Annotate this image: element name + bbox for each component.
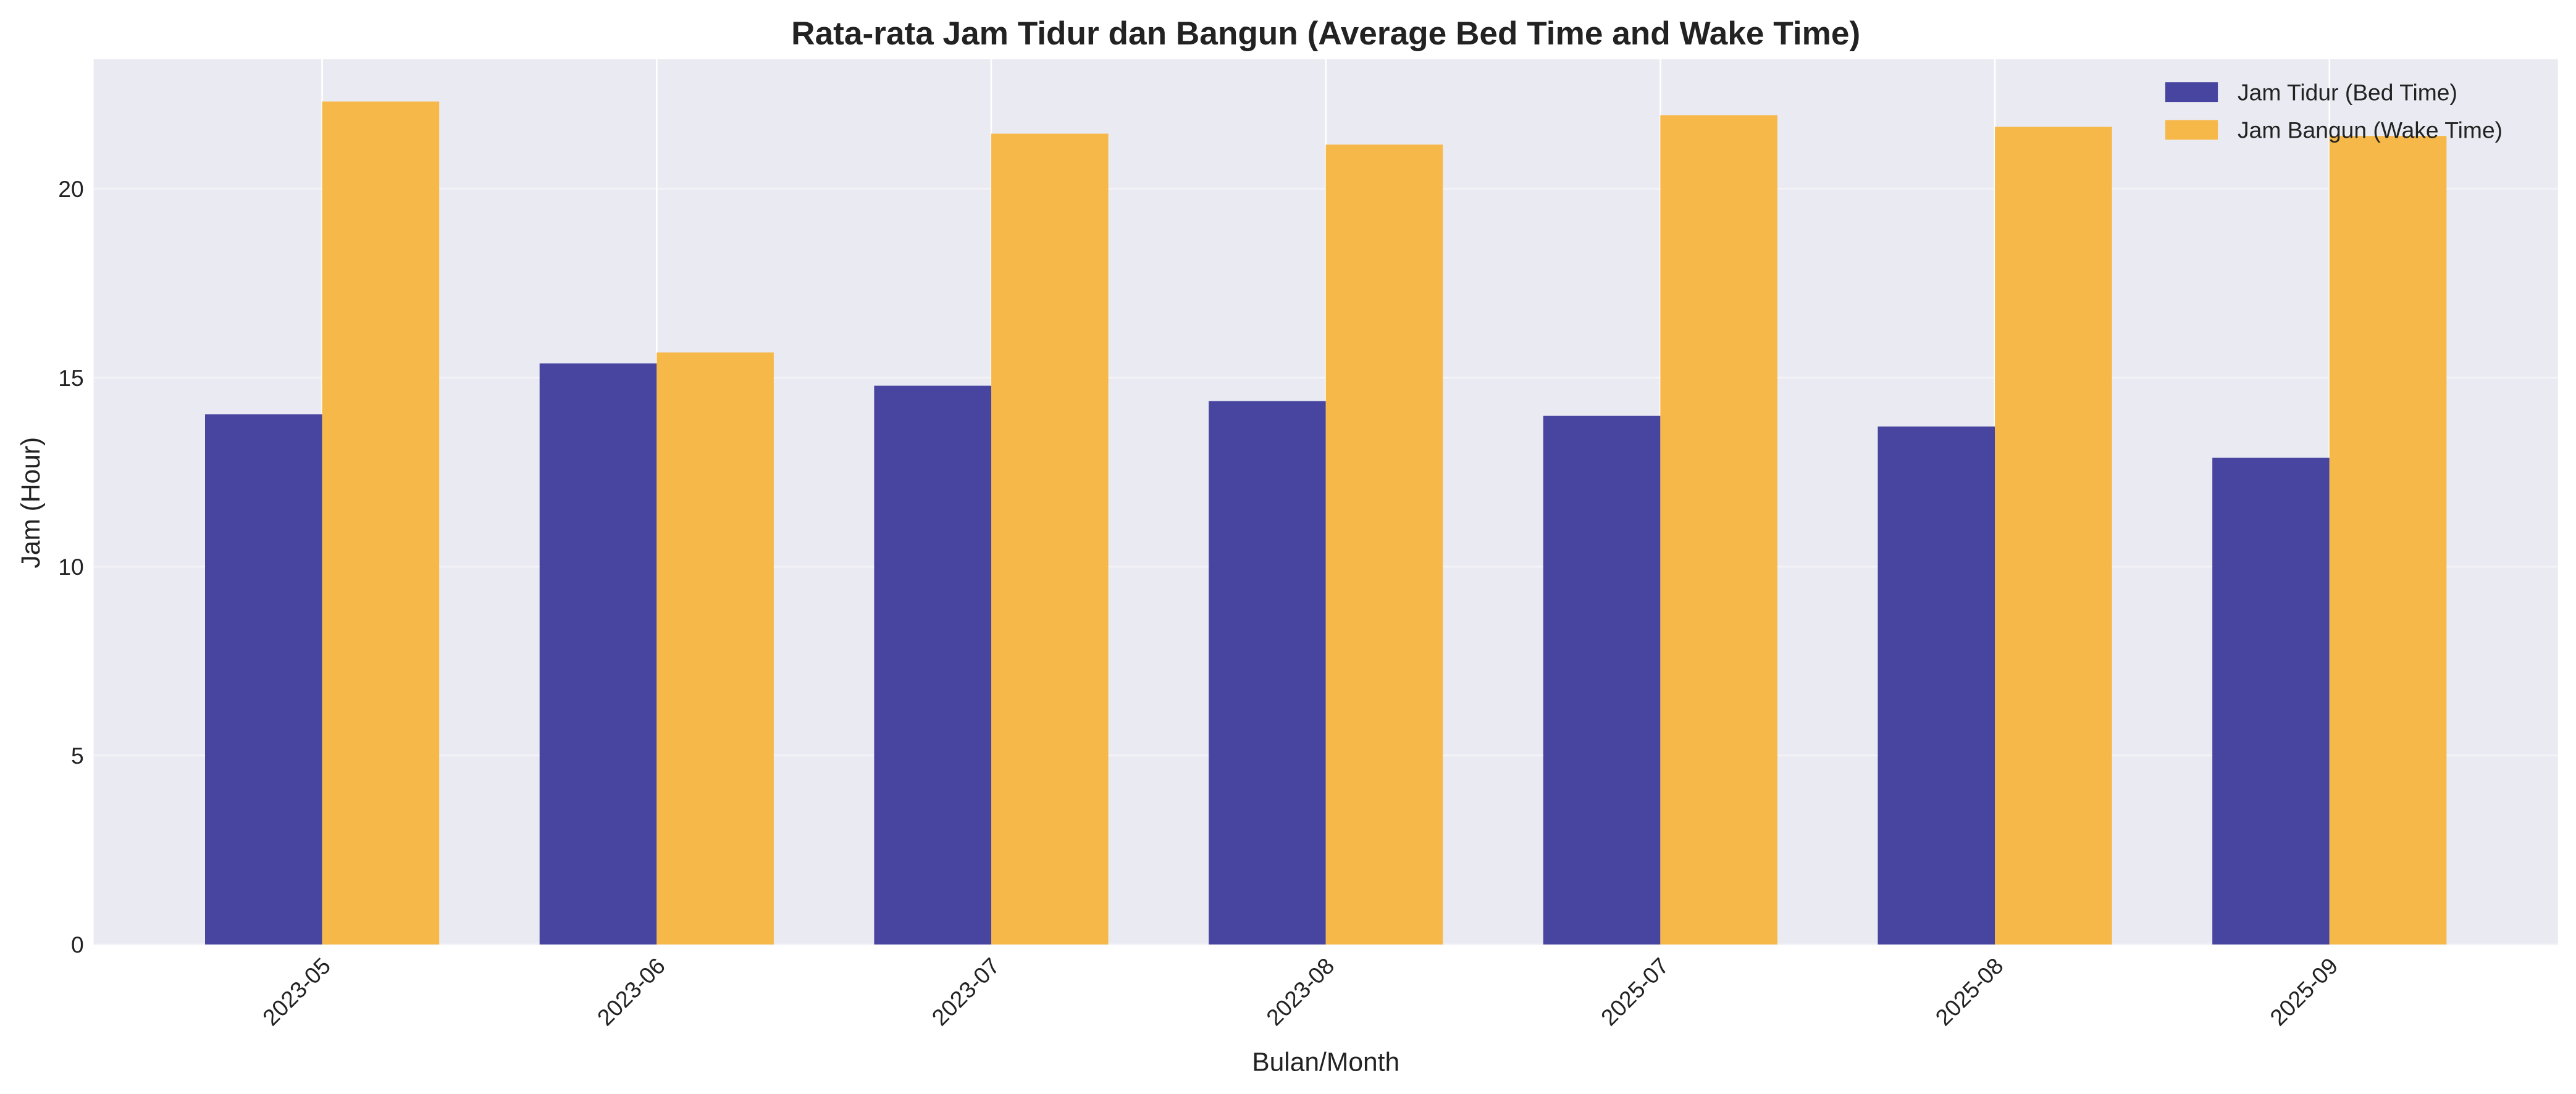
legend-swatch-bed — [2165, 82, 2218, 102]
wake-time-bar-2023-08 — [1325, 144, 1443, 945]
y-tick-label: 0 — [71, 932, 84, 958]
bed-time-bar-2025-09 — [2212, 457, 2330, 945]
bed-time-bar-2023-07 — [874, 385, 991, 945]
wake-time-bar-2025-09 — [2329, 136, 2447, 945]
x-tick-label: 2025-07 — [1596, 953, 1674, 1030]
x-tick-label: 2025-09 — [2265, 953, 2343, 1030]
bed-time-bar-2023-08 — [1209, 401, 1326, 945]
x-tick-label: 2025-08 — [1930, 953, 2008, 1030]
y-tick-label: 15 — [58, 365, 83, 391]
x-axis-label: Bulan/Month — [1252, 1048, 1399, 1077]
wake-time-bar-2023-06 — [657, 352, 774, 945]
legend-label-wake: Jam Bangun (Wake Time) — [2238, 117, 2503, 143]
wake-time-bar-2025-07 — [1660, 115, 1777, 945]
legend: Jam Tidur (Bed Time) Jam Bangun (Wake Ti… — [2165, 79, 2503, 143]
x-ticks: 2023-05 2023-06 2023-07 2023-08 2025-07 2025-… — [258, 953, 2343, 1030]
bed-time-bar-2023-05 — [205, 414, 322, 945]
x-tick-label: 2023-06 — [592, 953, 670, 1030]
y-ticks: 0 5 10 15 20 — [58, 176, 83, 958]
x-tick-label: 2023-07 — [926, 953, 1004, 1030]
bars — [205, 101, 2447, 945]
bed-time-bar-2025-08 — [1877, 426, 1995, 945]
x-tick-label: 2023-08 — [1261, 953, 1339, 1030]
wake-time-bar-2023-05 — [322, 101, 440, 945]
legend-swatch-wake — [2165, 120, 2218, 140]
y-tick-label: 5 — [71, 743, 84, 769]
bed-time-bar-2023-06 — [539, 363, 657, 945]
y-tick-label: 20 — [58, 176, 83, 202]
bed-time-bar-2025-07 — [1543, 415, 1661, 945]
y-axis-label: Jam (Hour) — [16, 437, 46, 569]
x-tick-label: 2023-05 — [258, 953, 335, 1030]
legend-label-bed: Jam Tidur (Bed Time) — [2238, 79, 2457, 105]
y-tick-label: 10 — [58, 554, 83, 580]
chart-title: Rata-rata Jam Tidur dan Bangun (Average … — [791, 15, 1860, 52]
wake-time-bar-2025-08 — [1995, 127, 2112, 945]
wake-time-bar-2023-07 — [991, 133, 1109, 945]
